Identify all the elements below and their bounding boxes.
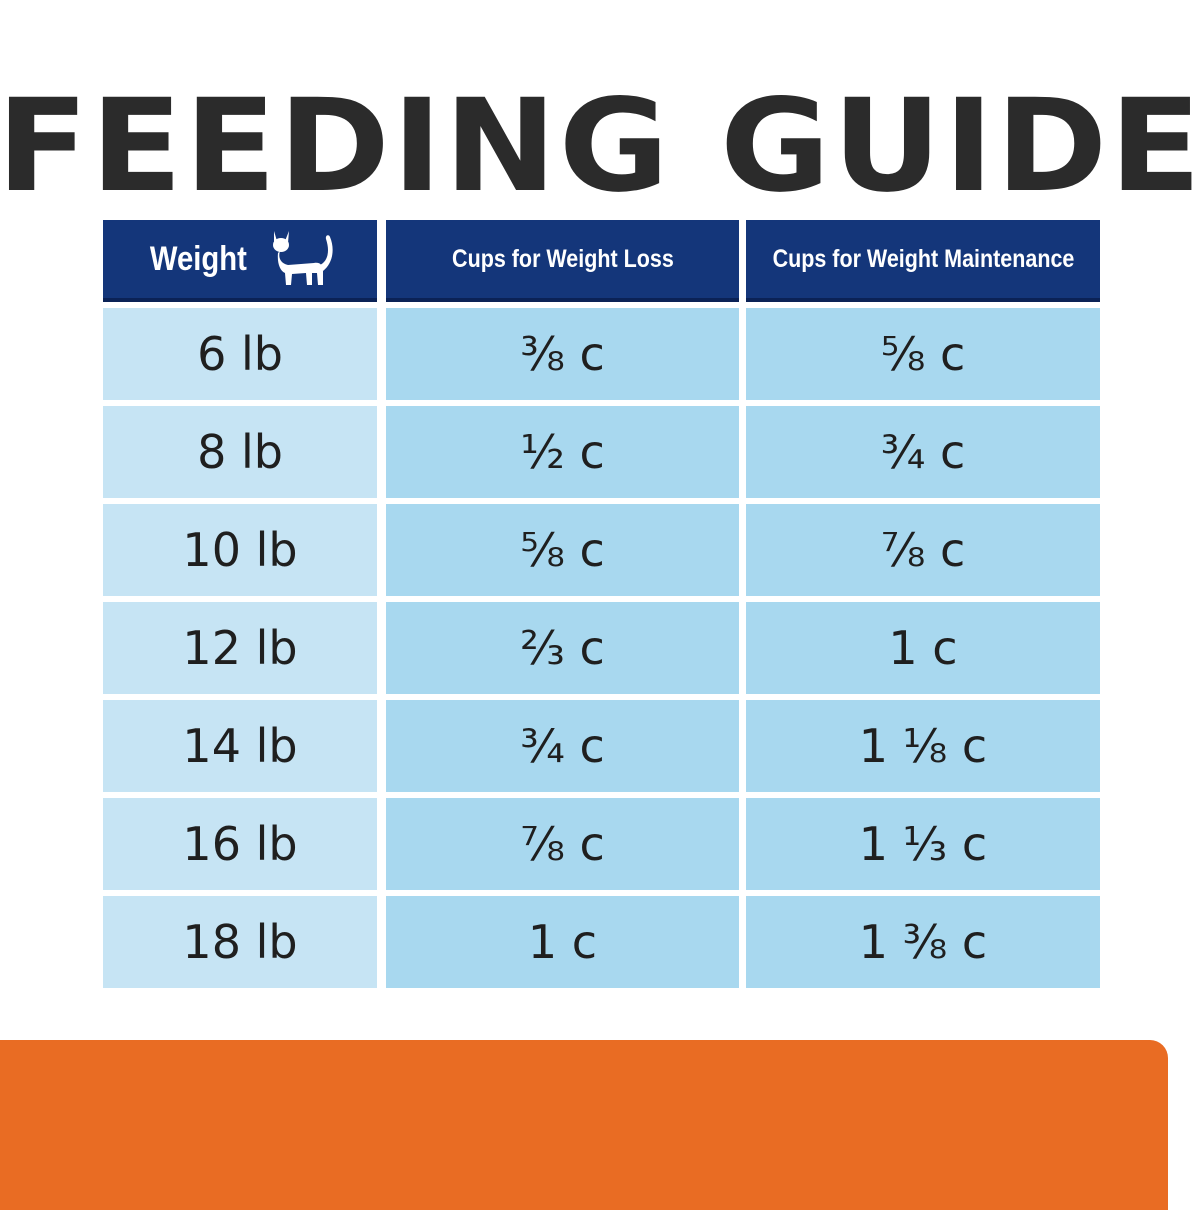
header-weight: Weight [103, 220, 377, 302]
weight-cell: 16 lb [103, 798, 377, 890]
maintenance-cell: 1 ⅓ c [746, 798, 1100, 890]
header-maintenance: Cups for Weight Maintenance [746, 220, 1100, 302]
maintenance-cell: 1 ⅜ c [746, 896, 1100, 988]
table-row: 18 lb 1 c 1 ⅜ c [103, 896, 1100, 988]
maintenance-cell: ¾ c [746, 406, 1100, 498]
loss-cell: ⅝ c [386, 504, 739, 596]
header-maintenance-label: Cups for Weight Maintenance [772, 244, 1074, 273]
loss-cell: ½ c [386, 406, 739, 498]
loss-cell: 1 c [386, 896, 739, 988]
header-loss: Cups for Weight Loss [386, 220, 739, 302]
table-row: 16 lb ⅞ c 1 ⅓ c [103, 798, 1100, 890]
orange-panel [0, 1040, 1168, 1210]
table-row: 10 lb ⅝ c ⅞ c [103, 504, 1100, 596]
weight-cell: 14 lb [103, 700, 377, 792]
loss-cell: ⅔ c [386, 602, 739, 694]
table-row: 6 lb ⅜ c ⅝ c [103, 308, 1100, 400]
loss-cell: ¾ c [386, 700, 739, 792]
header-loss-label: Cups for Weight Loss [451, 244, 674, 273]
cat-icon [273, 231, 333, 285]
weight-cell: 6 lb [103, 308, 377, 400]
table-row: 12 lb ⅔ c 1 c [103, 602, 1100, 694]
loss-cell: ⅞ c [386, 798, 739, 890]
weight-cell: 18 lb [103, 896, 377, 988]
header-weight-label: Weight [149, 239, 247, 278]
maintenance-cell: ⅞ c [746, 504, 1100, 596]
weight-cell: 8 lb [103, 406, 377, 498]
maintenance-cell: 1 ⅛ c [746, 700, 1100, 792]
table-row: 8 lb ½ c ¾ c [103, 406, 1100, 498]
table-header-row: Weight Cups for Weight Loss Cups for Wei… [103, 220, 1100, 302]
weight-cell: 12 lb [103, 602, 377, 694]
table-row: 14 lb ¾ c 1 ⅛ c [103, 700, 1100, 792]
maintenance-cell: ⅝ c [746, 308, 1100, 400]
weight-cell: 10 lb [103, 504, 377, 596]
maintenance-cell: 1 c [746, 602, 1100, 694]
page-title: FEEDING GUIDE [0, 72, 1200, 221]
loss-cell: ⅜ c [386, 308, 739, 400]
